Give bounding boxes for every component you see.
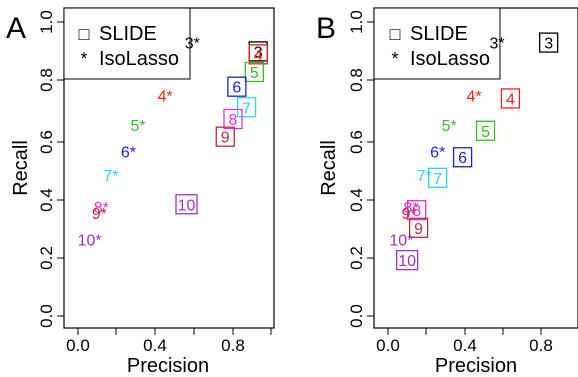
isolasso-point-label: 9* [401, 206, 416, 223]
legend-symbol-slide: □ [390, 24, 401, 44]
isolasso-point-label: 6* [430, 144, 445, 161]
slide-point-box [395, 249, 419, 271]
y-tick-label: 0.2 [347, 246, 366, 270]
x-tick-label: 0.8 [529, 336, 553, 355]
y-tick-label: 0.6 [347, 130, 366, 154]
slide-point-box [227, 76, 247, 97]
slide-point-label: 9 [221, 130, 230, 147]
x-axis-label: Precision [435, 355, 517, 377]
isolasso-point-label: 10* [389, 233, 413, 250]
y-tick-label: 0.6 [37, 130, 56, 154]
x-tick-label: 0.0 [376, 336, 400, 355]
isolasso-point-label: 5* [442, 118, 457, 135]
isolasso-point-label: 5* [131, 118, 146, 135]
y-axis-label: Recall [318, 140, 340, 196]
isolasso-point-label: 4* [467, 89, 482, 106]
legend-box [63, 7, 191, 80]
y-tick-label: 0.2 [37, 246, 56, 270]
y-tick-label: 0.8 [347, 68, 366, 92]
slide-point-box [407, 200, 427, 221]
slide-point-box [236, 97, 257, 118]
y-tick-label: 1.0 [347, 10, 366, 34]
panel-b: B □ SLIDE * IsoLasso 0.0 0.2 0.4 0.6 0.8… [316, 7, 578, 377]
slide-point-label: 8 [412, 203, 421, 220]
slide-point-label: 6 [232, 80, 241, 97]
y-tick-label: 0.8 [37, 68, 56, 92]
isolasso-point-label: 4* [158, 89, 173, 106]
slide-point-box [539, 32, 559, 53]
legend: □ SLIDE * IsoLasso [63, 7, 191, 80]
isolasso-point-label: 3* [185, 36, 200, 53]
isolasso-point-label: 6* [121, 144, 136, 161]
slide-point-box [408, 217, 429, 238]
slide-point-label: 7 [433, 171, 442, 188]
isolasso-point-label: 10* [78, 233, 102, 250]
slide-point-box [452, 147, 473, 168]
legend-symbol-isolasso: * [80, 49, 87, 69]
isolasso-point-label: 8* [403, 200, 418, 217]
y-axis: 0.0 0.2 0.4 0.6 0.8 1.0 Recall [10, 10, 64, 328]
panel-label: A [6, 12, 26, 45]
x-tick-label: 0.0 [66, 336, 90, 355]
y-tick-label: 0.4 [347, 188, 366, 212]
slide-point-label: 3 [254, 44, 263, 61]
x-tick-label: 0.8 [221, 336, 245, 355]
slide-point-box [175, 194, 198, 215]
x-axis: 0.0 0.4 0.8 Precision [66, 328, 272, 377]
legend-symbol-isolasso: * [391, 49, 398, 69]
legend: □ SLIDE * IsoLasso [373, 7, 501, 80]
slide-point-box [500, 88, 521, 109]
x-tick-label: 0.4 [453, 336, 477, 355]
legend-box [373, 7, 501, 80]
slide-point-box [248, 44, 268, 65]
legend-label-isolasso: IsoLasso [99, 48, 179, 70]
slide-point-label: 5 [250, 65, 259, 82]
x-tick-label: 0.4 [143, 336, 167, 355]
legend-label-slide: SLIDE [99, 23, 157, 45]
isolasso-point-label: 9* [92, 206, 107, 223]
legend-label-isolasso: IsoLasso [410, 48, 490, 70]
y-axis-label: Recall [10, 140, 32, 196]
slide-point-box [223, 108, 243, 130]
slide-point-label: 10 [398, 253, 416, 270]
isolasso-point-label: 8* [94, 200, 109, 217]
y-tick-label: 0.0 [347, 304, 366, 328]
slide-point-box [215, 126, 235, 147]
slide-point-box [475, 120, 496, 141]
panel-label: B [316, 12, 336, 45]
legend-label-slide: SLIDE [410, 23, 468, 45]
slide-point-label: 4 [506, 91, 515, 108]
panel-a: A □ SLIDE * IsoLasso 0.0 0.2 0.4 0.6 0.8… [6, 7, 275, 377]
slide-point-box [244, 61, 264, 83]
slide-point-label: 5 [481, 124, 490, 141]
slide-point-label: 8 [229, 112, 238, 129]
slide-point-label: 4 [254, 47, 263, 64]
isolasso-point-label: 7* [103, 168, 118, 185]
slide-point-label: 6 [458, 150, 467, 167]
isolasso-point-label: 3* [489, 36, 504, 53]
y-tick-label: 0.0 [37, 304, 56, 328]
slide-point-label: 9 [414, 221, 423, 238]
slide-point-box [428, 167, 448, 188]
isolasso-point-label: 7* [417, 168, 432, 185]
y-tick-label: 1.0 [37, 10, 56, 34]
x-axis: 0.0 0.4 0.8 Precision [376, 328, 553, 377]
slide-point-label: 3 [544, 36, 553, 53]
y-tick-label: 0.4 [37, 188, 56, 212]
y-axis: 0.0 0.2 0.4 0.6 0.8 1.0 Recall [318, 10, 374, 328]
legend-symbol-slide: □ [79, 24, 90, 44]
x-axis-label: Precision [127, 355, 209, 377]
slide-point-label: 10 [178, 197, 196, 214]
slide-point-label: 7 [242, 100, 251, 117]
